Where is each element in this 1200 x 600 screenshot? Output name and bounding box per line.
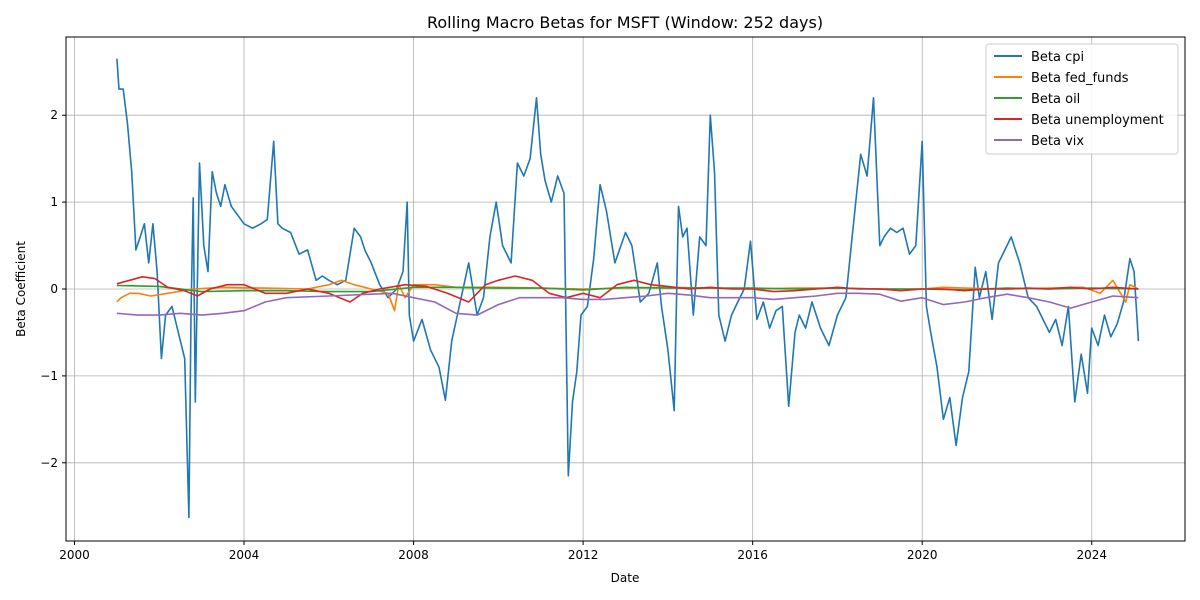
- y-tick-label: −1: [40, 369, 58, 383]
- y-tick-label: 1: [50, 195, 58, 209]
- series-layer: [116, 58, 1140, 519]
- legend-label: Beta unemployment: [1031, 113, 1164, 128]
- legend-label: Beta cpi: [1031, 50, 1084, 65]
- x-tick-label: 2008: [398, 548, 429, 562]
- chart-title: Rolling Macro Betas for MSFT (Window: 25…: [427, 13, 823, 32]
- legend-label: Beta vix: [1031, 134, 1084, 149]
- legend: Beta cpi Beta fed_funds Beta oil Beta unemp…: [985, 43, 1179, 155]
- legend-label: Beta fed_funds: [1031, 71, 1129, 86]
- x-axis: 2000 2004 2008 2012 2016 2020 2024: [59, 541, 1107, 562]
- x-tick-label: 2000: [59, 548, 90, 562]
- y-axis-label: Beta Coefficient: [14, 241, 28, 337]
- series-line-beta-cpi: [116, 58, 1140, 519]
- x-axis-label: Date: [611, 571, 640, 585]
- legend-box: [985, 43, 1179, 155]
- y-tick-label: 2: [50, 108, 58, 122]
- series-line-beta-vix: [116, 292, 1139, 316]
- series-line-beta-unemployment: [116, 275, 1139, 303]
- x-tick-label: 2012: [568, 548, 599, 562]
- y-tick-label: −2: [40, 456, 58, 470]
- x-tick-label: 2004: [229, 548, 260, 562]
- x-tick-label: 2020: [907, 548, 938, 562]
- y-tick-label: 0: [50, 282, 58, 296]
- y-axis: −2 −1 0 1 2: [40, 108, 66, 470]
- x-tick-label: 2016: [737, 548, 768, 562]
- x-tick-label: 2024: [1076, 548, 1107, 562]
- legend-label: Beta oil: [1031, 92, 1080, 107]
